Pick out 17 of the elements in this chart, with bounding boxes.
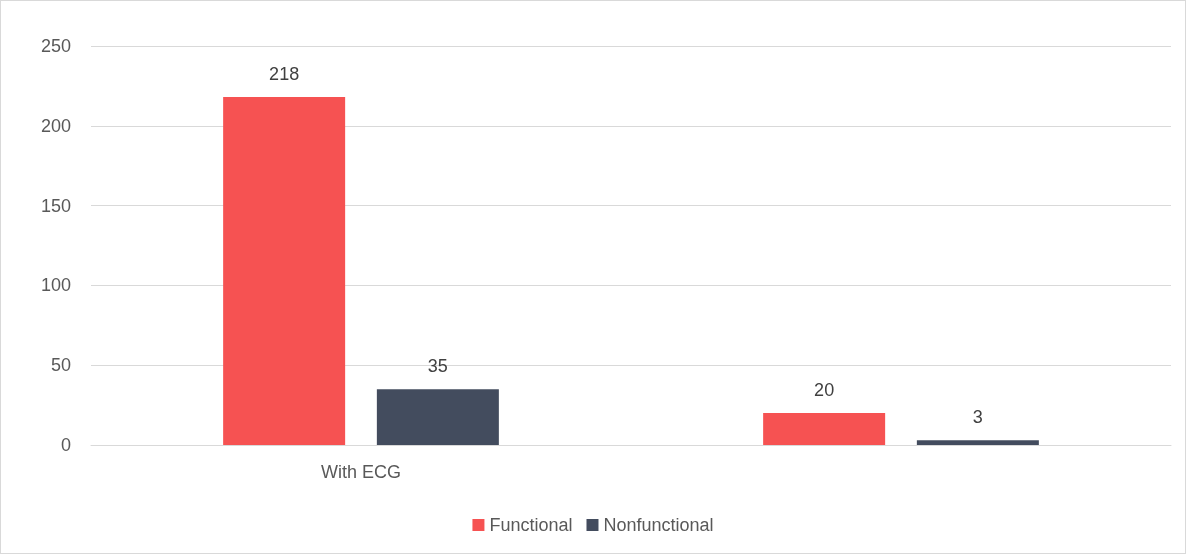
- y-tick-label: 50: [50, 355, 71, 376]
- data-label: 218: [269, 64, 300, 85]
- y-tick-label: 200: [40, 115, 71, 136]
- bar: [763, 413, 886, 445]
- x-tick-label: With ECG: [320, 462, 402, 482]
- y-tick-label: 0: [60, 435, 71, 455]
- legend-label: Nonfunctional: [603, 515, 714, 535]
- bar: [376, 389, 499, 445]
- y-tick-label: 250: [40, 36, 71, 56]
- legend-label: Functional: [489, 515, 573, 535]
- data-label: 3: [972, 407, 983, 428]
- bar: [223, 97, 346, 445]
- data-label: 20: [814, 380, 835, 401]
- y-tick-label: 150: [40, 195, 71, 216]
- data-label: 35: [427, 356, 448, 377]
- y-tick-label: 100: [40, 275, 71, 296]
- bar: [916, 440, 1039, 445]
